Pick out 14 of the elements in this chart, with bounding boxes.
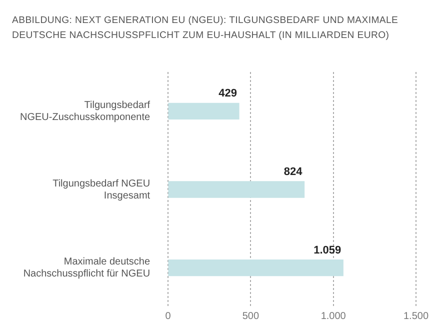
y-tick-label: Tilgungsbedarf NGEU-Zuschusskomponente [20,100,150,123]
x-tick-label: 500 [242,310,260,322]
bar [168,260,344,276]
x-tick-label: 0 [165,310,172,322]
x-tick-label: 1.500 [403,310,429,322]
y-tick-label: Maximale deutsche Nachschusspflicht für NGEU [23,256,150,280]
data-label: 824 [284,166,304,178]
chart-title: ABBILDUNG: NEXT GENERATION EU (NGEU): TILGUNGSBEDARF UND MAXIMALE DEUTSCHE NACHSCHUSSPFLICHT ZUM EU-HAUSHALT (IN MILLIARDEN EURO) [12,14,400,43]
bar [168,102,240,120]
x-tick-label: 1.000 [320,310,346,322]
data-label: 429 [218,88,237,100]
y-tick-label: Tilgungsbedarf NGEU Insgesamt [52,178,150,202]
data-label: 1.059 [314,244,342,256]
bar [168,181,305,198]
